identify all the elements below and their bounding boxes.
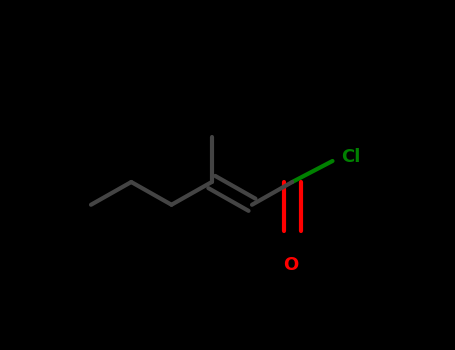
- Text: Cl: Cl: [341, 148, 361, 167]
- Text: O: O: [283, 256, 298, 273]
